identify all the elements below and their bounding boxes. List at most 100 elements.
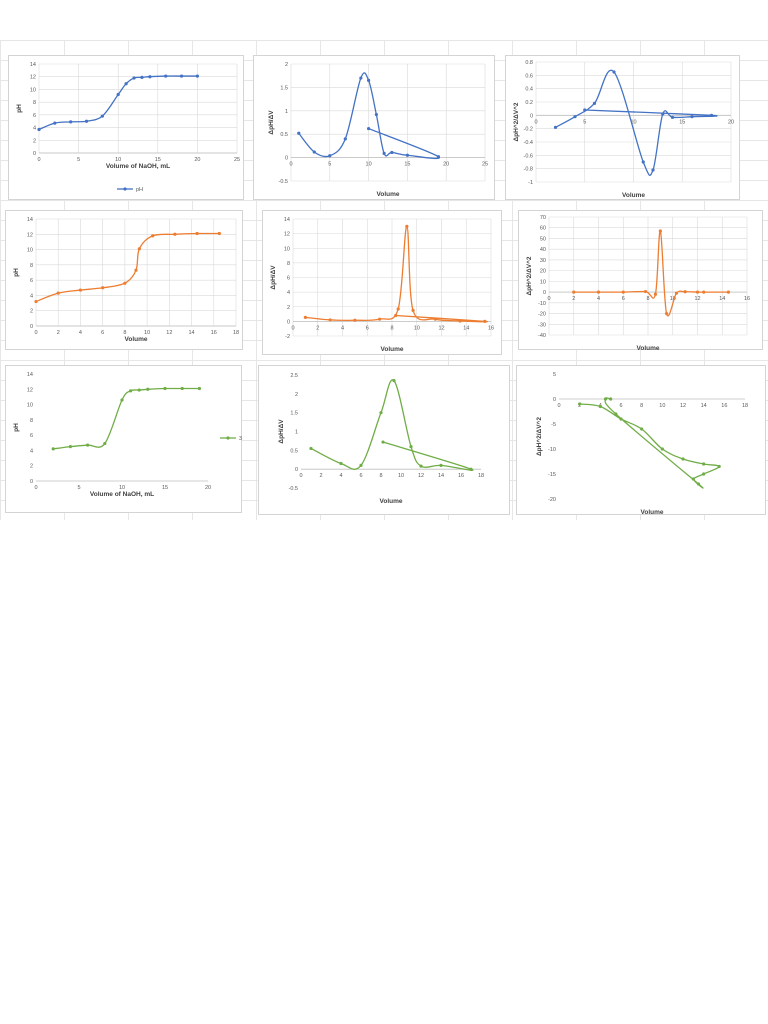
y-tick-label: 4 xyxy=(30,293,33,299)
chart-svg-8: -0.5 0 0.5 1 1.5 2 2.5 0 2 4 6 8 10 12 14 16 18 Volume ΔpH… xyxy=(278,373,484,505)
data-point xyxy=(137,247,141,251)
y-tick-label: 0 xyxy=(543,290,546,296)
x-tick-label: 0 xyxy=(291,325,294,331)
x-axis-title: Volume xyxy=(380,498,403,505)
data-point xyxy=(51,447,55,451)
y-tick-label: 0 xyxy=(287,319,290,325)
data-point xyxy=(573,115,577,119)
y-tick-label: 20 xyxy=(540,269,546,275)
y-axis-title: ΔpH^2/ΔV^2 xyxy=(535,417,543,456)
data-point xyxy=(328,318,332,322)
y-tick-label: 2 xyxy=(285,62,288,68)
data-point xyxy=(339,461,343,466)
x-tick-label: 12 xyxy=(166,330,172,336)
y-tick-label: 6 xyxy=(30,433,33,439)
y-axis-title: ΔpH/ΔV xyxy=(270,265,277,290)
chart-panel-9[interactable]: -20-15-10-505024681012141618VolumeΔpH^2/… xyxy=(516,365,766,516)
x-tick-label: 6 xyxy=(366,325,369,331)
y-tick-label: -5 xyxy=(551,422,556,428)
x-tick-label: 10 xyxy=(630,119,636,125)
chart-panel-2[interactable]: -0.5 0 0.5 1 1.5 2 0 5 10 15 20 25 Volume ΔpH/ΔV xyxy=(253,55,495,200)
data-point xyxy=(359,76,363,80)
y-tick-label: 1 xyxy=(295,430,298,436)
data-point xyxy=(651,168,655,172)
data-point xyxy=(643,289,648,294)
chart-svg-3: -1-0.8-0.6-0.4-0.200.20.40.60.80 5 10 15 20V… xyxy=(512,60,734,199)
y-tick-label: 5 xyxy=(553,372,556,378)
x-axis-title: Volume xyxy=(622,192,645,199)
y-axis-title: ΔpH^2/ΔV^2 xyxy=(512,102,520,141)
data-point xyxy=(469,467,473,471)
data-point xyxy=(702,462,706,466)
series-line xyxy=(305,225,488,323)
y-tick-label: 0.4 xyxy=(525,87,533,93)
x-tick-label: 14 xyxy=(719,296,725,302)
x-tick-label: 8 xyxy=(123,330,126,336)
x-axis-title: Volume xyxy=(637,345,660,352)
x-tick-label: 16 xyxy=(458,473,464,479)
data-point xyxy=(553,125,558,129)
y-axis-title: ΔpH/ΔV xyxy=(268,110,275,135)
data-point xyxy=(390,150,394,155)
data-point xyxy=(309,446,313,451)
legend-label: 3 xyxy=(239,436,242,442)
data-point xyxy=(379,411,383,415)
series-line xyxy=(53,387,200,450)
x-tick-label: 2 xyxy=(57,330,60,336)
chart-panel-7[interactable]: 0 2 4 6 8 10 12 14 0 5 10 15 20 Volume of NaOH, mL pH 3 xyxy=(5,365,242,513)
data-point xyxy=(69,120,73,124)
data-point xyxy=(163,386,167,391)
y-tick-label: 6 xyxy=(33,113,36,119)
data-point xyxy=(217,231,221,236)
data-point xyxy=(179,74,184,78)
data-point xyxy=(297,131,301,135)
y-tick-label: 6 xyxy=(30,278,33,284)
y-tick-label: -20 xyxy=(548,497,556,503)
x-tick-label: 0 xyxy=(34,485,37,491)
x-tick-label: 0 xyxy=(547,296,550,302)
data-point xyxy=(359,463,363,467)
y-tick-label: 10 xyxy=(30,87,36,93)
chart-panel-1[interactable]: 0 2 4 6 8 10 12 14 0 5 10 15 20 25 Volume of NaOH, mL p… xyxy=(8,55,244,200)
data-point xyxy=(34,299,38,304)
x-tick-label: 2 xyxy=(316,325,319,331)
y-tick-label: 0.2 xyxy=(525,100,533,106)
series-line xyxy=(573,230,729,317)
chart-panel-3[interactable]: -1 -0.8 -0.6 -0.4 -0.2 0 0.2 0.4 0.6 0.8 0 5 10 15 20 V… xyxy=(505,55,740,200)
x-tick-label: 20 xyxy=(443,162,449,168)
y-tick-label: 2 xyxy=(30,464,33,470)
chart-panel-8[interactable]: -0.5 0 0.5 1 1.5 2 2.5 0 2 4 6 8 10 12 14 16 18 Volume ΔpH… xyxy=(258,365,510,515)
y-axis-title: pH xyxy=(13,423,20,432)
y-tick-label: 2.5 xyxy=(290,373,298,379)
chart-panel-4[interactable]: 0 2 4 6 8 10 12 14 0 2 4 6 8 10 12 14 16 18 Volume pH xyxy=(5,210,243,350)
x-tick-label: 6 xyxy=(359,473,362,479)
data-point xyxy=(148,75,152,79)
y-tick-label: -0.6 xyxy=(524,153,533,159)
data-point xyxy=(572,290,576,294)
chart-svg-7: 0 2 4 6 8 10 12 14 0 5 10 15 20 Volume of NaOH, mL pH 3 xyxy=(13,372,242,498)
x-tick-label: 12 xyxy=(680,403,686,409)
data-point xyxy=(661,112,665,116)
x-tick-label: 10 xyxy=(414,325,420,331)
x-tick-label: 15 xyxy=(155,157,161,163)
data-point xyxy=(303,315,307,319)
x-tick-label: 15 xyxy=(404,162,410,168)
x-tick-label: 2 xyxy=(572,296,575,302)
data-point xyxy=(405,153,409,157)
data-point xyxy=(381,440,385,444)
data-point xyxy=(653,292,658,296)
y-tick-label: 14 xyxy=(27,217,33,223)
data-point xyxy=(578,402,582,406)
y-tick-label: 8 xyxy=(30,263,33,269)
x-tick-label: 25 xyxy=(234,157,240,163)
data-point xyxy=(717,464,721,469)
x-tick-label: 15 xyxy=(679,119,685,125)
y-tick-label: 4 xyxy=(30,448,33,454)
y-tick-label: 40 xyxy=(540,247,546,253)
y-tick-label: 12 xyxy=(27,232,33,238)
chart-panel-5[interactable]: -2 0 2 4 6 8 10 12 14 0 2 4 6 8 10 12 14 16 Volume ΔpH/ΔV xyxy=(262,210,502,355)
x-tick-label: 16 xyxy=(721,403,727,409)
chart-panel-6[interactable]: -40 -30 -20 -10 0 10 20 30 40 50 60 70 0 2 4 6 8 10 12 14 16… xyxy=(518,210,763,352)
data-point xyxy=(411,308,415,313)
y-tick-label: 10 xyxy=(27,248,33,254)
